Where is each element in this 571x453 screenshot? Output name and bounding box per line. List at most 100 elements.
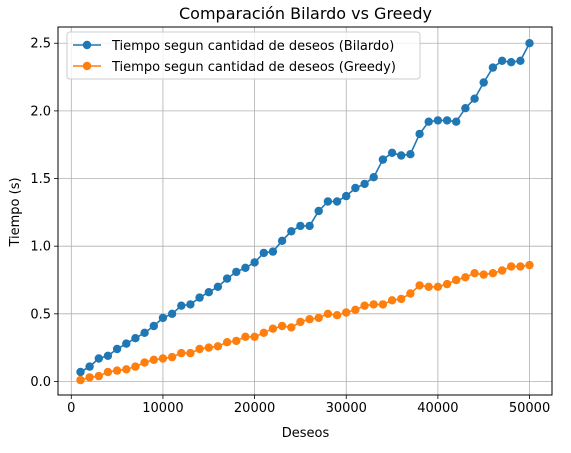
axis-ticks: 0 10000 20000 30000 40000 50000 0.0 0.5 1.0 1.5 2.… — [30, 37, 550, 416]
data-point — [167, 309, 177, 318]
data-point — [323, 197, 333, 206]
data-point — [103, 351, 113, 360]
y-tick-label: 0.0 — [30, 375, 51, 390]
data-point — [525, 39, 534, 48]
data-point — [122, 339, 131, 348]
data-point — [433, 282, 443, 291]
data-point — [470, 94, 479, 103]
data-point — [287, 323, 296, 332]
data-point — [268, 324, 278, 333]
series-1 — [76, 260, 534, 385]
data-point — [186, 348, 195, 358]
data-point — [186, 300, 195, 309]
x-tick-label: 40000 — [417, 401, 458, 416]
data-point — [323, 309, 333, 318]
data-point — [158, 313, 168, 323]
data-point — [112, 344, 122, 354]
data-point — [406, 150, 415, 159]
data-point — [516, 262, 525, 271]
data-point — [195, 293, 204, 302]
data-point — [470, 269, 479, 278]
x-tick-label: 0 — [67, 401, 75, 416]
data-point — [452, 117, 461, 126]
data-point — [131, 362, 140, 371]
x-tick-label: 10000 — [142, 401, 183, 416]
data-point — [452, 275, 461, 285]
data-point — [296, 221, 305, 231]
data-point — [94, 354, 104, 363]
data-point — [305, 315, 314, 324]
data-point — [259, 248, 268, 258]
data-point — [122, 365, 131, 374]
data-point — [442, 279, 452, 289]
data-point — [296, 317, 305, 327]
legend-label-bilardo: Tiempo segun cantidad de deseos (Bilardo… — [111, 39, 394, 54]
data-point — [140, 358, 149, 367]
data-point — [360, 179, 369, 189]
grid — [58, 27, 552, 395]
data-point — [433, 116, 443, 125]
data-point — [314, 206, 323, 216]
data-point — [415, 281, 424, 290]
data-point — [204, 288, 213, 297]
data-point — [259, 328, 268, 337]
data-point — [232, 267, 241, 277]
data-point — [525, 260, 534, 270]
data-point — [342, 191, 351, 201]
data-point — [213, 342, 223, 351]
data-point — [351, 183, 360, 193]
series-0 — [76, 39, 534, 377]
data-point — [268, 247, 278, 256]
data-point — [369, 300, 378, 309]
data-point — [76, 367, 85, 377]
data-point — [222, 274, 232, 283]
legend-marker-greedy — [82, 61, 92, 71]
data-point — [167, 352, 177, 362]
data-point — [232, 336, 241, 346]
data-point — [488, 269, 498, 278]
data-point — [131, 334, 140, 343]
data-point — [332, 197, 342, 206]
data-point — [177, 348, 186, 358]
data-point — [342, 308, 351, 317]
data-point — [149, 355, 158, 364]
data-point — [76, 375, 85, 385]
data-point — [112, 366, 122, 375]
data-point — [516, 56, 525, 65]
data-point — [149, 321, 158, 331]
data-point — [277, 236, 287, 245]
legend-box — [66, 31, 421, 80]
data-point — [378, 300, 388, 309]
data-point — [305, 221, 314, 231]
data-point — [442, 116, 452, 125]
data-point — [85, 362, 94, 371]
x-tick-label: 50000 — [509, 401, 550, 416]
data-point — [213, 282, 223, 291]
data-point — [103, 367, 113, 377]
y-tick-label: 0.5 — [30, 307, 51, 322]
data-point — [461, 104, 470, 113]
data-point — [507, 262, 516, 271]
legend-marker-bilardo — [82, 40, 92, 50]
data-point — [387, 296, 397, 305]
data-point — [332, 311, 342, 320]
data-point — [369, 173, 378, 182]
data-point — [461, 273, 470, 282]
y-axis-label: Tiempo (s) — [8, 177, 23, 247]
data-point — [177, 301, 186, 310]
data-point — [277, 321, 287, 331]
x-axis-label: Deseos — [282, 426, 330, 441]
data-point — [241, 263, 250, 272]
y-tick-label: 2.0 — [30, 104, 51, 119]
data-point — [479, 270, 488, 279]
legend-label-greedy: Tiempo segun cantidad de deseos (Greedy) — [111, 60, 396, 75]
data-point — [250, 332, 259, 341]
plot-frame — [57, 26, 553, 396]
data-point — [250, 258, 259, 267]
data-point — [397, 151, 406, 160]
y-tick-label: 2.5 — [30, 37, 51, 52]
data-point — [195, 344, 204, 354]
data-point — [479, 78, 488, 87]
data-point — [488, 63, 498, 72]
